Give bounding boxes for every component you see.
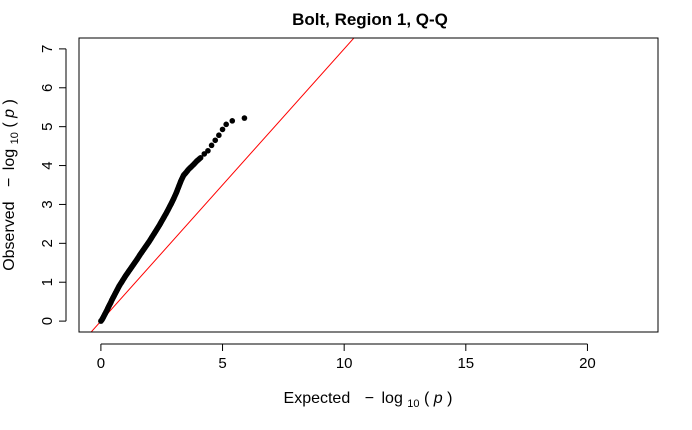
y-label-close: ) (1, 99, 18, 104)
y-label-var: p (1, 109, 18, 119)
y-label-minus: − (1, 178, 18, 187)
data-point (201, 151, 208, 157)
chart-title: Bolt, Region 1, Q-Q (292, 10, 448, 29)
y-axis-label: Observed − log 10 ( p ) (1, 99, 22, 271)
y-tick-label: 1 (39, 278, 56, 286)
x-axis-label: Expected − log 10 ( p ) (284, 390, 453, 411)
data-point (229, 118, 236, 124)
x-label-close: ) (447, 390, 452, 407)
x-label-prefix: Expected (284, 390, 351, 407)
plot-frame (78, 37, 659, 333)
x-tick-label: 5 (218, 355, 226, 372)
data-point (223, 121, 229, 128)
data-point (208, 142, 215, 149)
y-tick-label: 7 (39, 45, 56, 53)
y-tick-label: 0 (39, 317, 56, 325)
x-tick-label: 0 (97, 355, 105, 372)
x-label-log: log (381, 390, 402, 407)
x-label-var: p (433, 390, 443, 407)
data-point (216, 132, 222, 139)
y-tick-label: 5 (39, 122, 56, 130)
data-point (197, 154, 204, 161)
y-label-log: log (1, 149, 18, 170)
x-tick-label: 20 (579, 355, 596, 372)
x-label-sub: 10 (407, 398, 419, 410)
y-tick-label: 6 (39, 84, 56, 92)
x-label-open: ( (424, 390, 430, 407)
y-axis: 0 1 2 3 4 5 6 7 (39, 45, 67, 325)
y-tick-label: 3 (39, 200, 56, 208)
x-axis: 0 5 10 15 20 (97, 343, 596, 372)
data-point (241, 115, 248, 121)
x-label-minus: − (365, 390, 374, 407)
reference-line (90, 38, 355, 332)
x-tick-label: 15 (457, 355, 474, 372)
x-tick-label: 10 (336, 355, 353, 372)
y-label-sub: 10 (9, 132, 21, 144)
data-point (219, 126, 226, 133)
data-point (212, 137, 219, 144)
y-tick-label: 2 (39, 239, 56, 247)
data-point (205, 147, 211, 154)
y-label-prefix: Observed (1, 201, 18, 270)
y-label-open: ( (1, 122, 18, 128)
points-layer (98, 115, 248, 324)
y-tick-label: 4 (39, 161, 56, 169)
